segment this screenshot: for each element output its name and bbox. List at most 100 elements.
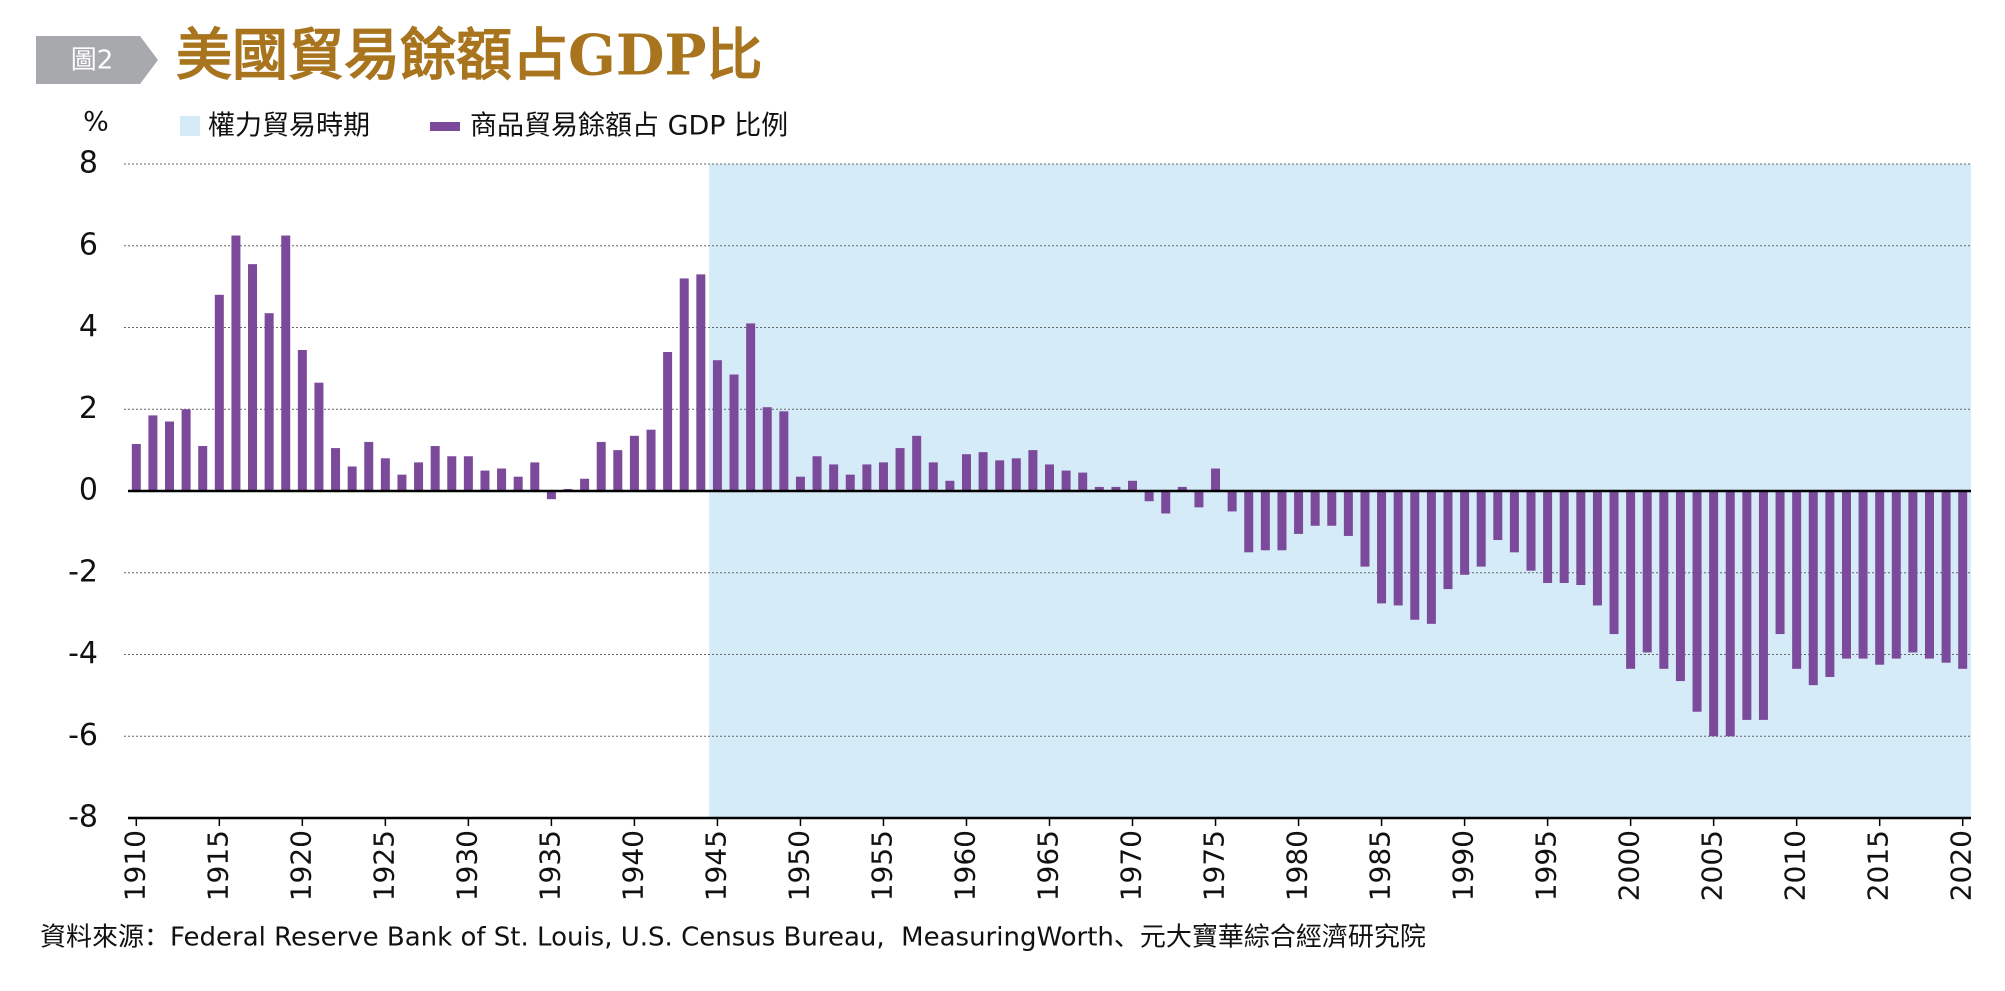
bar bbox=[1028, 450, 1038, 491]
bar bbox=[895, 448, 905, 491]
x-tick-label: 1955 bbox=[865, 830, 898, 901]
x-tick-label: 2010 bbox=[1779, 830, 1812, 901]
bar bbox=[1310, 491, 1320, 526]
badge: 圖2 bbox=[71, 46, 114, 76]
bar bbox=[1958, 491, 1968, 669]
bar bbox=[1343, 491, 1353, 536]
bar bbox=[364, 441, 374, 491]
bar bbox=[1277, 491, 1287, 551]
x-tick-label: 1995 bbox=[1530, 830, 1563, 901]
bar bbox=[165, 421, 175, 491]
bar bbox=[1941, 491, 1951, 663]
bar bbox=[1260, 491, 1270, 551]
bar bbox=[281, 235, 291, 491]
bar bbox=[762, 407, 772, 491]
bar bbox=[1194, 491, 1204, 508]
bar bbox=[978, 452, 988, 491]
bar bbox=[1725, 491, 1735, 737]
bar bbox=[347, 466, 357, 491]
bar bbox=[729, 374, 739, 491]
bar bbox=[746, 323, 756, 491]
bar bbox=[1875, 491, 1885, 665]
y-tick-label: 0 bbox=[79, 473, 98, 508]
chart-title: 美國貿易餘額占GDP比 bbox=[176, 23, 763, 89]
y-tick-label: -6 bbox=[68, 718, 98, 753]
bar bbox=[1659, 491, 1669, 669]
x-tick-label: 1930 bbox=[450, 830, 483, 901]
bar bbox=[530, 462, 540, 491]
bar bbox=[1161, 491, 1171, 514]
bar bbox=[1742, 491, 1752, 720]
bar bbox=[1609, 491, 1619, 635]
bar bbox=[1227, 491, 1237, 512]
bar bbox=[1111, 486, 1121, 491]
bar bbox=[928, 462, 938, 491]
bar bbox=[264, 313, 274, 491]
x-tick-label: 1910 bbox=[118, 830, 151, 901]
bar bbox=[961, 454, 971, 491]
bar bbox=[1443, 491, 1453, 590]
bar bbox=[1144, 491, 1154, 502]
bar bbox=[447, 456, 457, 491]
bar bbox=[546, 491, 556, 500]
y-tick-label: -2 bbox=[68, 554, 98, 589]
bar bbox=[463, 456, 473, 491]
x-tick-label: 1920 bbox=[284, 830, 317, 901]
bar bbox=[1509, 491, 1519, 553]
bar bbox=[1825, 491, 1835, 677]
y-tick-label: 4 bbox=[79, 309, 98, 344]
legend-swatch bbox=[430, 122, 460, 131]
x-tick-label: 1940 bbox=[616, 830, 649, 901]
badge-shape bbox=[36, 36, 158, 84]
bar bbox=[1858, 491, 1868, 659]
bar bbox=[663, 352, 673, 491]
bar bbox=[596, 441, 606, 491]
bar bbox=[148, 415, 158, 491]
bar bbox=[1128, 480, 1138, 491]
bar bbox=[181, 409, 191, 491]
x-tick-label: 1960 bbox=[948, 830, 981, 901]
bar bbox=[580, 478, 590, 491]
bar bbox=[1642, 491, 1652, 653]
x-tick-label: 1965 bbox=[1032, 830, 1065, 901]
bar bbox=[629, 435, 639, 491]
bar bbox=[1476, 491, 1486, 567]
bar bbox=[779, 411, 789, 491]
bar bbox=[1393, 491, 1403, 606]
y-unit: % bbox=[83, 107, 109, 138]
bar bbox=[1493, 491, 1503, 541]
bar bbox=[214, 294, 224, 491]
bar bbox=[1460, 491, 1470, 575]
bar bbox=[696, 274, 706, 491]
x-tick-label: 1980 bbox=[1281, 830, 1314, 901]
bar bbox=[430, 446, 440, 491]
y-tick-label: 6 bbox=[79, 227, 98, 262]
bar bbox=[1576, 491, 1586, 586]
y-tick-label: -8 bbox=[68, 800, 98, 835]
bar bbox=[1377, 491, 1387, 604]
bar bbox=[314, 382, 324, 491]
x-tick-label: 1935 bbox=[533, 830, 566, 901]
bar bbox=[1908, 491, 1918, 653]
bar bbox=[480, 470, 490, 491]
x-tick-label: 2005 bbox=[1696, 830, 1729, 901]
bar bbox=[646, 429, 656, 491]
x-tick-label: 1925 bbox=[367, 830, 400, 901]
bar bbox=[1675, 491, 1685, 682]
x-tick-label: 1985 bbox=[1364, 830, 1397, 901]
x-tick-label: 2020 bbox=[1945, 830, 1978, 901]
legend-label: 商品貿易餘額占 GDP 比例 bbox=[470, 111, 788, 142]
bar bbox=[1061, 470, 1071, 491]
bar bbox=[1327, 491, 1337, 526]
bar bbox=[414, 462, 424, 491]
legend-swatch bbox=[180, 116, 200, 136]
bar bbox=[1543, 491, 1553, 583]
bar bbox=[331, 448, 341, 491]
bar bbox=[1526, 491, 1536, 571]
bar bbox=[1078, 472, 1088, 491]
y-tick-label: -4 bbox=[68, 636, 98, 671]
bar bbox=[513, 476, 523, 491]
x-tick-label: 2015 bbox=[1862, 830, 1895, 901]
